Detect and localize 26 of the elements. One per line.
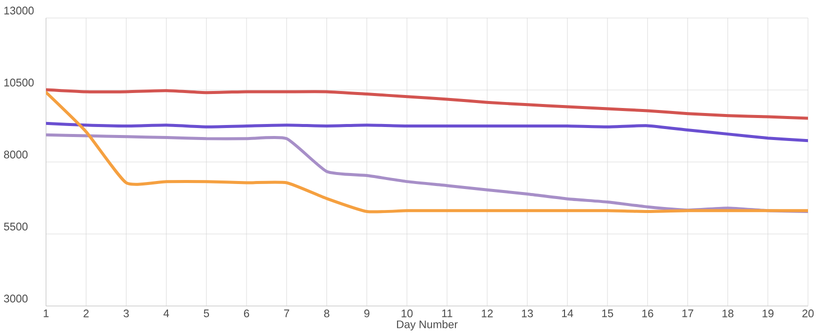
x-tick-label: 11 [442, 310, 452, 318]
y-tick-label: 10500 [4, 78, 34, 86]
x-tick-label: 6 [244, 310, 250, 318]
x-tick-label: 18 [722, 310, 734, 318]
x-tick-label: 7 [284, 310, 290, 318]
x-tick-label: 4 [164, 310, 170, 318]
y-tick-label: 8000 [4, 150, 28, 158]
y-tick-label: 13000 [4, 6, 34, 14]
x-tick-label: 19 [762, 310, 774, 318]
x-tick-label: 5 [204, 310, 210, 318]
x-tick-label: 8 [324, 310, 330, 318]
x-tick-label: 14 [562, 310, 574, 318]
y-tick-label: 3000 [4, 294, 28, 302]
x-tick-label: 16 [642, 310, 654, 318]
x-tick-label: 15 [602, 310, 614, 318]
x-tick-label: 20 [802, 310, 814, 318]
x-tick-label: 1 [44, 310, 49, 318]
x-tick-label: 12 [482, 310, 493, 318]
x-tick-label: 3 [124, 310, 129, 318]
x-tick-label: 2 [84, 310, 89, 318]
x-tick-label: 10 [402, 310, 413, 318]
x-axis-title: Day Number [397, 320, 458, 330]
x-tick-label: 9 [364, 310, 370, 318]
x-tick-label: 13 [522, 310, 533, 318]
x-tick-label: 17 [682, 310, 694, 318]
y-tick-label: 5500 [4, 222, 28, 230]
